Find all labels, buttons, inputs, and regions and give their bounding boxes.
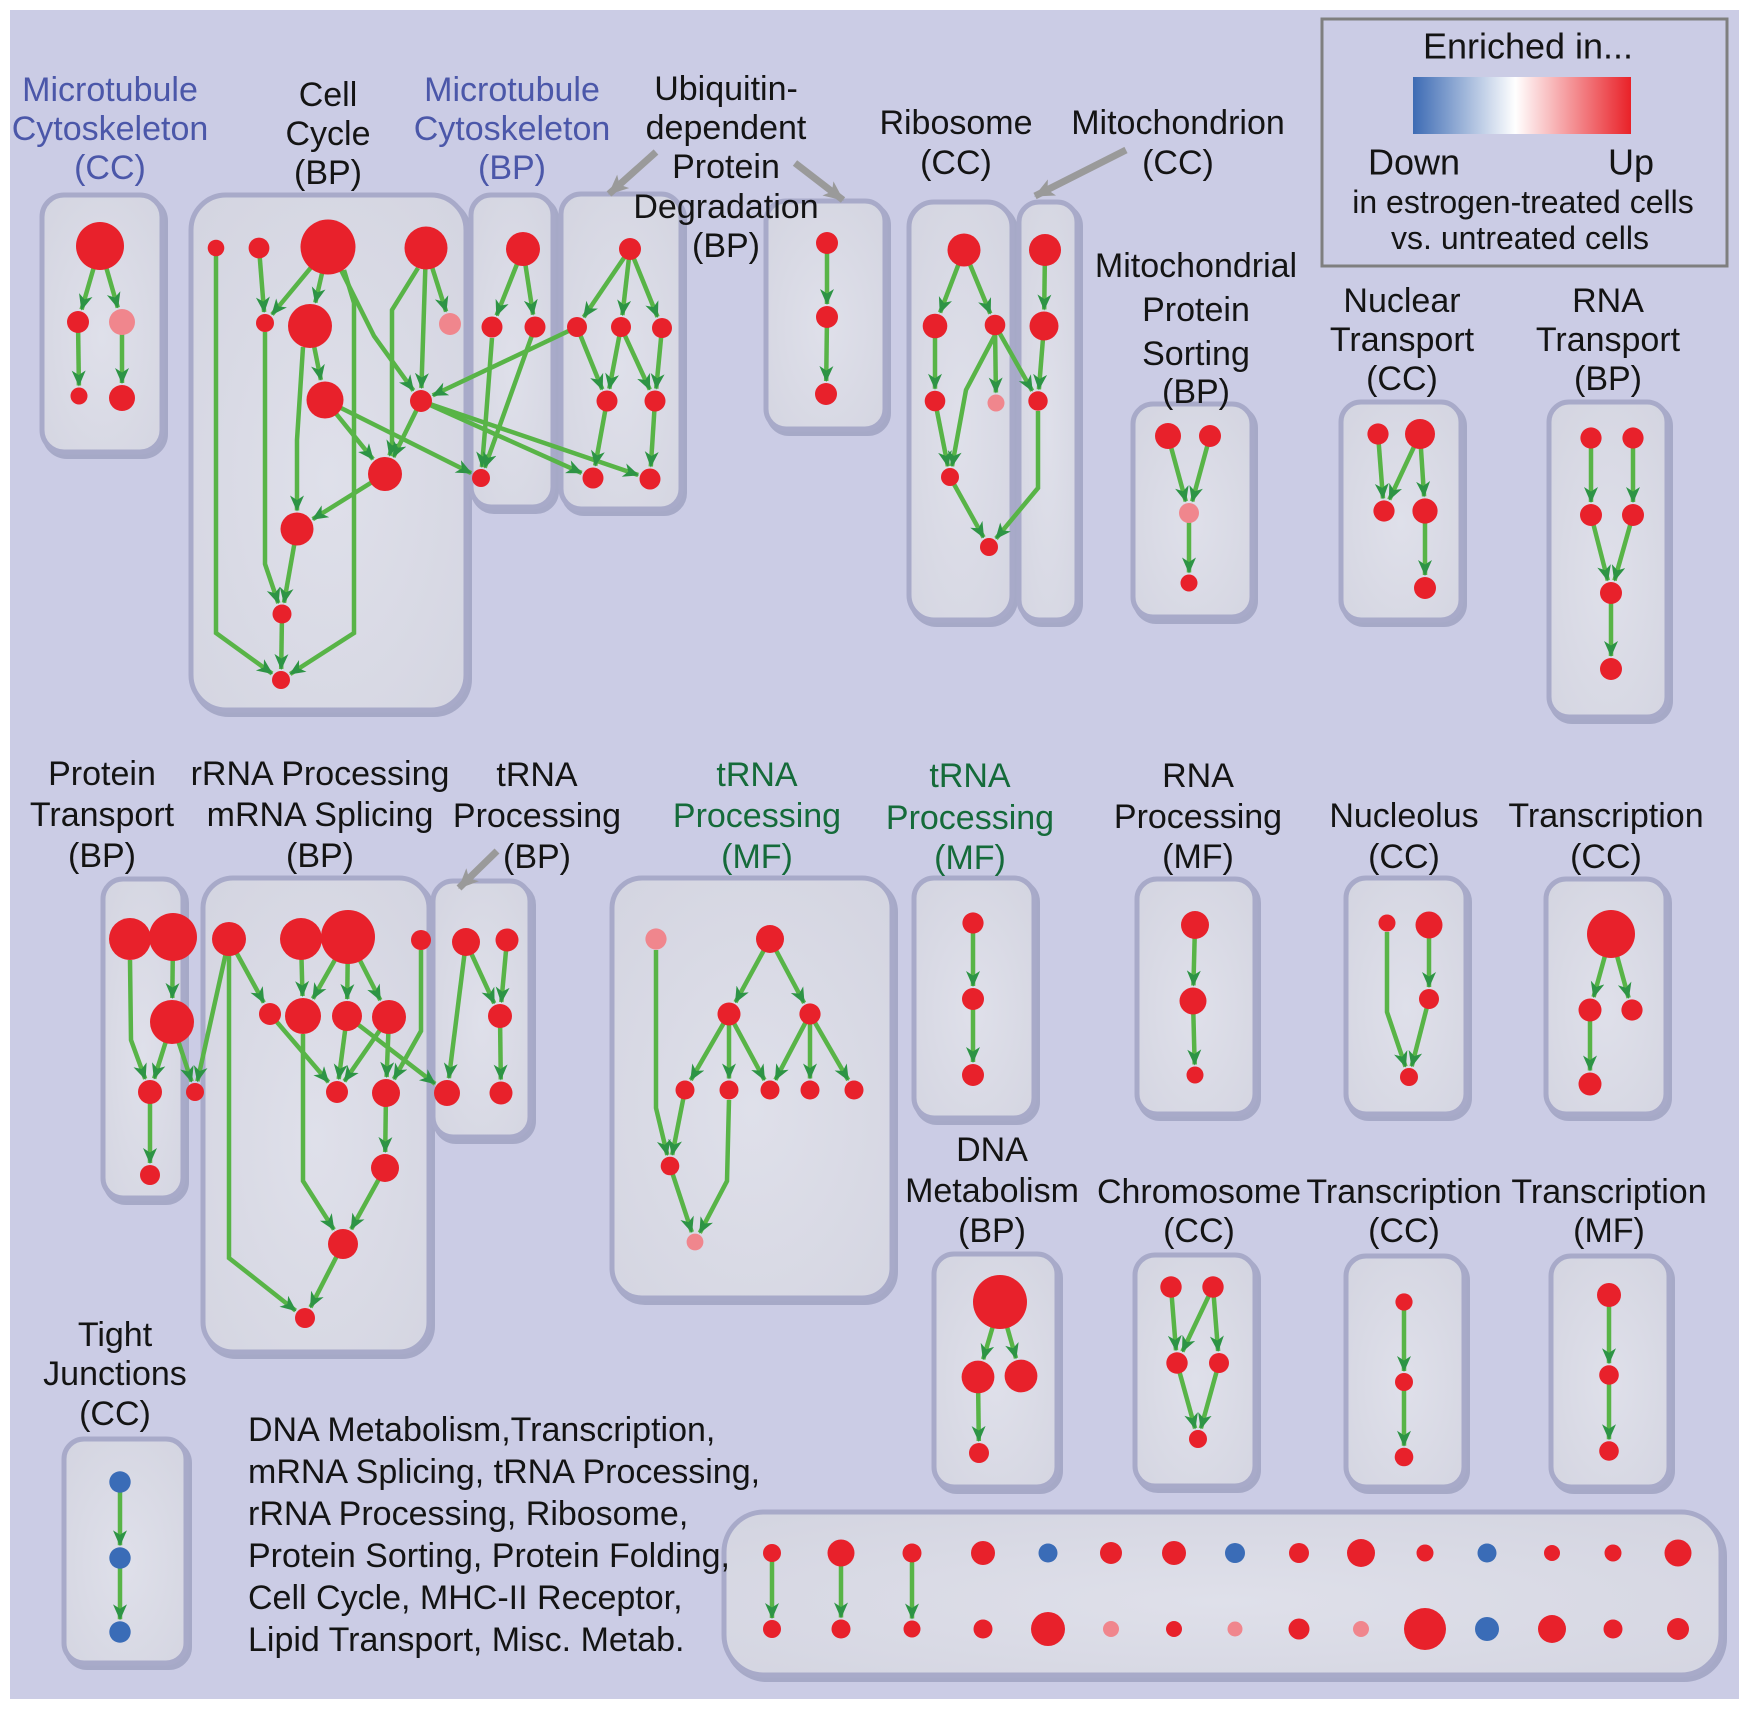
svg-text:Protein: Protein [1142,291,1250,329]
svg-text:Protein: Protein [48,755,156,793]
svg-text:Cytoskeleton: Cytoskeleton [12,110,209,148]
svg-text:tRNA: tRNA [929,757,1011,795]
svg-text:Degradation: Degradation [633,188,818,226]
svg-text:Sorting: Sorting [1142,335,1250,373]
svg-text:(CC): (CC) [1142,144,1214,182]
svg-text:(BP): (BP) [286,837,354,875]
svg-text:Processing: Processing [453,797,621,835]
svg-text:(BP): (BP) [503,838,571,876]
svg-text:Ubiquitin-: Ubiquitin- [654,70,798,108]
svg-text:Cycle: Cycle [285,115,370,153]
svg-text:(BP): (BP) [478,149,546,187]
svg-text:tRNA: tRNA [496,756,578,794]
svg-text:(CC): (CC) [1368,838,1440,876]
svg-text:RNA: RNA [1572,282,1644,320]
svg-text:Nuclear: Nuclear [1343,282,1460,320]
svg-text:Processing: Processing [886,799,1054,837]
svg-text:Enriched in...: Enriched in... [1423,26,1633,67]
svg-text:Processing: Processing [673,797,841,835]
svg-text:(BP): (BP) [68,837,136,875]
svg-text:(BP): (BP) [1162,373,1230,411]
svg-text:(MF): (MF) [721,838,793,876]
svg-text:mRNA Splicing, tRNA Processing: mRNA Splicing, tRNA Processing, [248,1453,760,1491]
svg-text:Protein: Protein [672,148,780,186]
svg-text:dependent: dependent [646,109,807,147]
svg-text:(CC): (CC) [920,144,992,182]
svg-text:Protein Sorting, Protein Foldi: Protein Sorting, Protein Folding, [248,1537,730,1575]
svg-text:(MF): (MF) [1573,1212,1645,1250]
svg-text:Chromosome: Chromosome [1097,1173,1301,1211]
svg-text:Ribosome: Ribosome [879,104,1032,142]
svg-text:Transcription: Transcription [1306,1173,1501,1211]
svg-text:Cell: Cell [299,76,358,114]
svg-text:(CC): (CC) [74,149,146,187]
svg-text:Mitochondrial: Mitochondrial [1095,247,1297,285]
svg-text:RNA: RNA [1162,757,1234,795]
svg-text:(BP): (BP) [692,227,760,265]
svg-text:(BP): (BP) [1574,360,1642,398]
svg-text:(CC): (CC) [79,1395,151,1433]
svg-text:Cell Cycle, MHC-II Receptor,: Cell Cycle, MHC-II Receptor, [248,1579,683,1617]
svg-text:in estrogen-treated cells: in estrogen-treated cells [1352,184,1694,220]
svg-text:Transport: Transport [1536,321,1681,359]
svg-text:DNA Metabolism,Transcription,: DNA Metabolism,Transcription, [248,1411,715,1449]
svg-text:rRNA Processing: rRNA Processing [191,755,450,793]
svg-text:(CC): (CC) [1163,1212,1235,1250]
svg-text:DNA: DNA [956,1131,1028,1169]
svg-text:(MF): (MF) [1162,838,1234,876]
svg-text:(BP): (BP) [294,154,362,192]
svg-text:Junctions: Junctions [43,1355,187,1393]
svg-text:Tight: Tight [78,1316,153,1354]
svg-text:Cytoskeleton: Cytoskeleton [414,110,611,148]
svg-text:Microtubule: Microtubule [424,71,600,109]
svg-text:Microtubule: Microtubule [22,71,198,109]
svg-text:Nucleolus: Nucleolus [1329,797,1478,835]
svg-text:rRNA Processing, Ribosome,: rRNA Processing, Ribosome, [248,1495,688,1533]
svg-text:(CC): (CC) [1570,838,1642,876]
svg-text:Lipid Transport, Misc. Metab.: Lipid Transport, Misc. Metab. [248,1621,685,1659]
svg-text:Metabolism: Metabolism [905,1172,1079,1210]
svg-text:Transport: Transport [1330,321,1475,359]
svg-text:Down: Down [1368,142,1460,183]
svg-text:(BP): (BP) [958,1212,1026,1250]
svg-text:Transcription: Transcription [1511,1173,1706,1211]
svg-text:mRNA Splicing: mRNA Splicing [207,796,434,834]
svg-text:(MF): (MF) [934,839,1006,877]
svg-text:Transcription: Transcription [1508,797,1703,835]
svg-text:Processing: Processing [1114,798,1282,836]
svg-text:vs. untreated cells: vs. untreated cells [1391,220,1649,256]
svg-text:Up: Up [1608,142,1654,183]
svg-text:tRNA: tRNA [716,756,798,794]
svg-text:(CC): (CC) [1368,1212,1440,1250]
svg-text:Transport: Transport [30,796,175,834]
svg-text:Mitochondrion: Mitochondrion [1071,104,1285,142]
svg-text:(CC): (CC) [1366,360,1438,398]
